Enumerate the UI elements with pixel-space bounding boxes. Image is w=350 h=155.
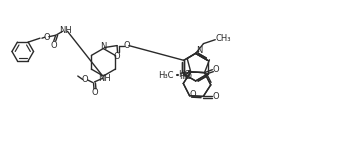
Text: O: O [213, 92, 219, 101]
Text: CH₃: CH₃ [215, 34, 231, 43]
Text: HO: HO [179, 72, 193, 81]
Text: HO: HO [178, 70, 191, 79]
Text: NH: NH [98, 74, 111, 84]
Text: N: N [100, 42, 106, 51]
Text: O: O [91, 88, 98, 97]
Text: O: O [189, 90, 196, 99]
Text: H₃C: H₃C [159, 71, 174, 80]
Text: N: N [197, 46, 203, 55]
Text: O: O [114, 52, 120, 61]
Text: O: O [50, 41, 57, 50]
Text: O: O [124, 41, 130, 50]
Text: O: O [81, 75, 88, 84]
Text: O: O [43, 33, 50, 42]
Text: N: N [182, 71, 188, 81]
Text: NH: NH [59, 26, 72, 35]
Text: O: O [212, 65, 219, 74]
